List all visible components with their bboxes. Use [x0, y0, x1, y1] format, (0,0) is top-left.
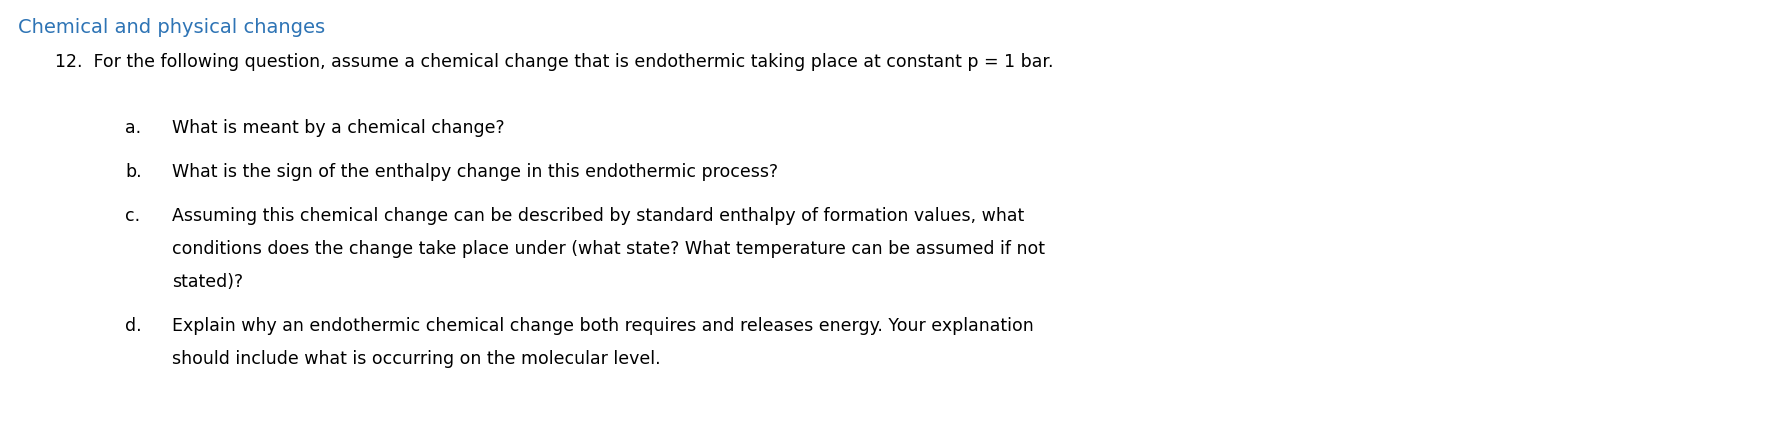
- Text: What is the sign of the enthalpy change in this endothermic process?: What is the sign of the enthalpy change …: [172, 163, 778, 181]
- Text: b.: b.: [126, 163, 142, 181]
- Text: 12.  For the following question, assume a chemical change that is endothermic ta: 12. For the following question, assume a…: [55, 53, 1054, 71]
- Text: Chemical and physical changes: Chemical and physical changes: [18, 18, 324, 37]
- Text: should include what is occurring on the molecular level.: should include what is occurring on the …: [172, 350, 661, 368]
- Text: d.: d.: [126, 317, 142, 335]
- Text: What is meant by a chemical change?: What is meant by a chemical change?: [172, 119, 505, 137]
- Text: a.: a.: [126, 119, 142, 137]
- Text: conditions does the change take place under (what state? What temperature can be: conditions does the change take place un…: [172, 240, 1045, 258]
- Text: Explain why an endothermic chemical change both requires and releases energy. Yo: Explain why an endothermic chemical chan…: [172, 317, 1033, 335]
- Text: Assuming this chemical change can be described by standard enthalpy of formation: Assuming this chemical change can be des…: [172, 207, 1024, 225]
- Text: stated)?: stated)?: [172, 273, 243, 291]
- Text: c.: c.: [126, 207, 140, 225]
